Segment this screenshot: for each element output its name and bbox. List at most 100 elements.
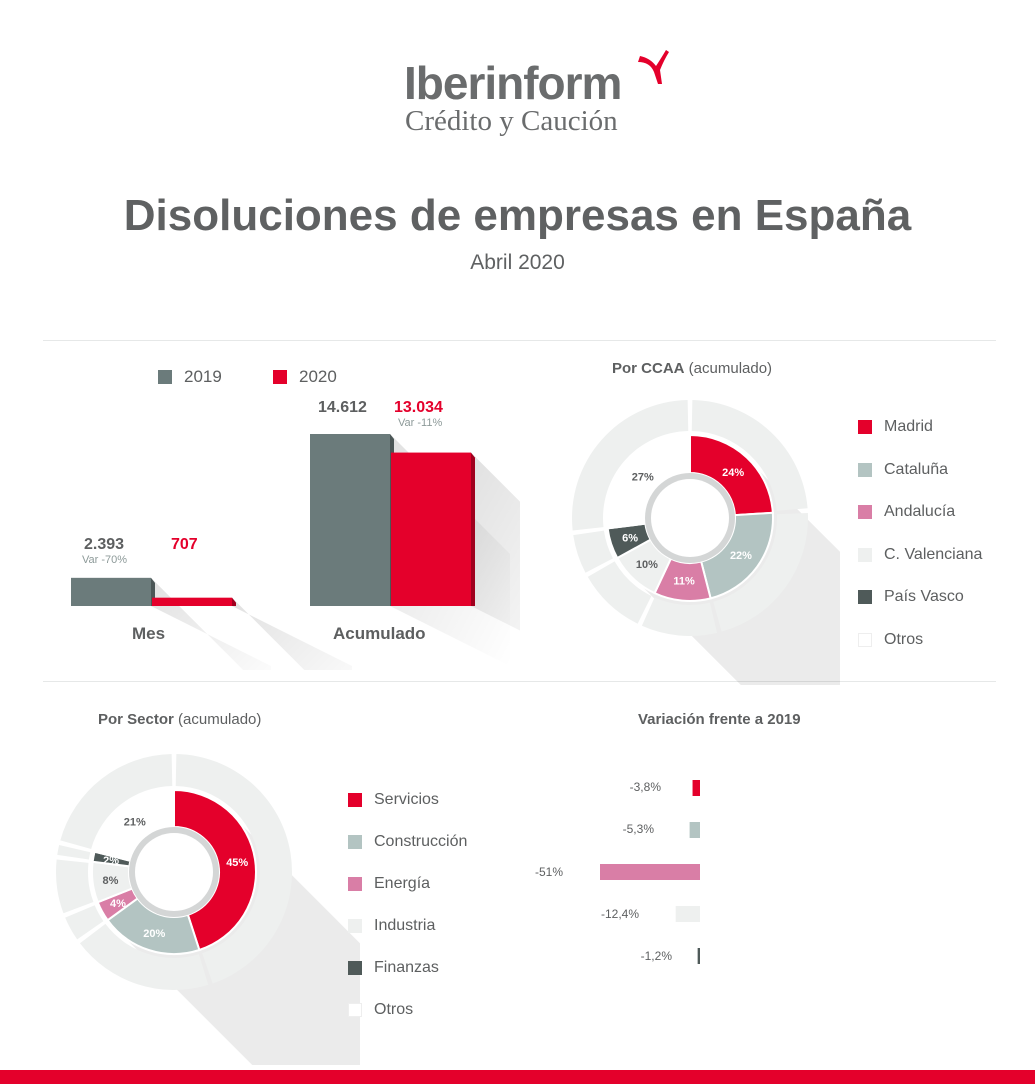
outer-ring-segment: [641, 597, 718, 636]
variation-label: -12,4%: [600, 907, 639, 921]
logo-name: Iberinform: [404, 57, 622, 109]
variation-label: -1,2%: [640, 949, 672, 963]
bar-acumulado-2020: [391, 452, 471, 606]
legend-label: Energía: [374, 875, 431, 892]
sector-legend-energia: Energía: [348, 863, 467, 905]
ccaa-title-bold: Por CCAA: [612, 360, 685, 377]
bar-side: [471, 452, 475, 606]
page-title: Disoluciones de empresas en España: [123, 191, 912, 240]
variation-chart: [600, 780, 700, 964]
outer-ring-segment: [57, 844, 91, 860]
outer-ring-segment: [79, 923, 209, 990]
variation-title: Variación frente a 2019: [638, 711, 801, 728]
slice-value-label: 10%: [636, 559, 658, 571]
legend-swatch: [348, 877, 362, 891]
slice-value-label: 20%: [143, 928, 165, 940]
legend-label: Industria: [374, 917, 436, 934]
sector-title: Por Sector (acumulado): [98, 711, 261, 728]
variation-bar: [600, 864, 700, 880]
legend-label: C. Valenciana: [884, 545, 983, 563]
legend-swatch: [858, 420, 872, 435]
slice-value-label: 11%: [673, 576, 695, 588]
variation-bar: [692, 780, 700, 796]
variation-label: -51%: [534, 865, 563, 879]
outer-ring-segment: [572, 400, 689, 531]
ccaa-legend-otros: Otros: [858, 619, 982, 662]
outer-ring-segment: [573, 530, 613, 573]
variation-label: -3,8%: [629, 780, 661, 794]
outer-ring-segment: [713, 512, 808, 632]
ccaa-legend-pais-vasco: País Vasco: [858, 576, 982, 619]
ccaa-title: Por CCAA (acumulado): [612, 360, 772, 377]
sector-title-rest: (acumulado): [173, 711, 262, 728]
outer-ring-segment: [175, 754, 292, 984]
ccaa-legend-andalucia: Andalucía: [858, 491, 982, 534]
slice-value-label: 4%: [110, 898, 126, 910]
variation-bar: [697, 948, 700, 964]
acumulado-category-label: Acumulado: [333, 624, 426, 643]
slice-value-label: 22%: [730, 550, 752, 562]
legend-swatch: [858, 505, 872, 520]
mes-variation: Var -70%: [82, 554, 128, 566]
acumulado-2019-value: 14.612: [318, 399, 367, 416]
ccaa-legend-valenciana: C. Valenciana: [858, 534, 982, 577]
bar-legend-2019: 2019: [158, 367, 222, 387]
donut-hole: [135, 833, 213, 911]
sector-legend: Servicios Construcción Energía Industria…: [348, 779, 467, 1031]
slice-value-label: 8%: [103, 875, 119, 887]
outer-ring-segment: [65, 905, 104, 940]
legend-swatch: [158, 370, 172, 384]
legend-swatch: [348, 919, 362, 933]
ccaa-legend-cataluna: Cataluña: [858, 449, 982, 492]
legend-label: Otros: [374, 1001, 414, 1018]
outer-ring-segment: [587, 561, 652, 624]
legend-swatch: [348, 835, 362, 849]
mes-2020-value: 707: [171, 536, 198, 553]
legend-swatch: [348, 793, 362, 807]
donut-hole: [651, 479, 729, 557]
slice-value-label: 2%: [103, 855, 119, 867]
legend-label: Andalucía: [884, 503, 956, 521]
legend-swatch: [858, 547, 872, 562]
ccaa-title-rest: (acumulado): [684, 360, 773, 377]
variation-bar: [675, 906, 700, 922]
bar-mes-2019: [71, 577, 151, 606]
sector-title-bold: Por Sector: [98, 711, 174, 728]
legend-label: Finanzas: [374, 959, 439, 976]
bar-shadow: [471, 452, 520, 631]
bar-acumulado-2019: [310, 434, 390, 606]
variation-title-text: Variación frente a 2019: [638, 711, 801, 728]
page-subtitle: Abril 2020: [470, 251, 565, 274]
legend-swatch: [858, 590, 872, 605]
bar-mes-2020: [152, 597, 232, 606]
acumulado-variation: Var -11%: [398, 417, 443, 429]
acumulado-2020-value: 13.034: [394, 399, 443, 416]
bar-shadow: [232, 597, 352, 670]
bar-legend-2020: 2020: [273, 367, 337, 387]
slice-value-label: 27%: [632, 471, 654, 483]
ccaa-donut: 24% 22% 11% 10% 6% 27%: [572, 400, 840, 685]
mes-category-label: Mes: [132, 624, 166, 643]
sector-legend-industria: Industria: [348, 905, 467, 947]
slice-value-label: 45%: [226, 857, 248, 869]
divider-top: [43, 340, 996, 341]
bar-side: [232, 597, 236, 606]
outer-ring-segment: [60, 754, 173, 849]
bar-chart: [71, 434, 520, 670]
ccaa-legend-madrid: Madrid: [858, 406, 982, 449]
legend-swatch: [348, 961, 362, 975]
outer-ring-segment: [56, 859, 94, 914]
sector-legend-servicios: Servicios: [348, 779, 467, 821]
legend-swatch: [348, 1003, 362, 1017]
slice-value-label: 21%: [124, 816, 146, 828]
logo-tagline: Crédito y Caución: [405, 105, 618, 137]
mes-2019-value: 2.393: [84, 536, 125, 553]
slice-value-label: 24%: [722, 467, 744, 479]
variation-bar: [689, 822, 700, 838]
outer-ring-segment: [691, 400, 808, 511]
bar-shadow: [151, 577, 271, 670]
legend-label: 2020: [299, 367, 337, 386]
sector-legend-otros: Otros: [348, 989, 467, 1031]
logo-mark-icon: [638, 50, 669, 84]
legend-swatch: [858, 462, 872, 477]
